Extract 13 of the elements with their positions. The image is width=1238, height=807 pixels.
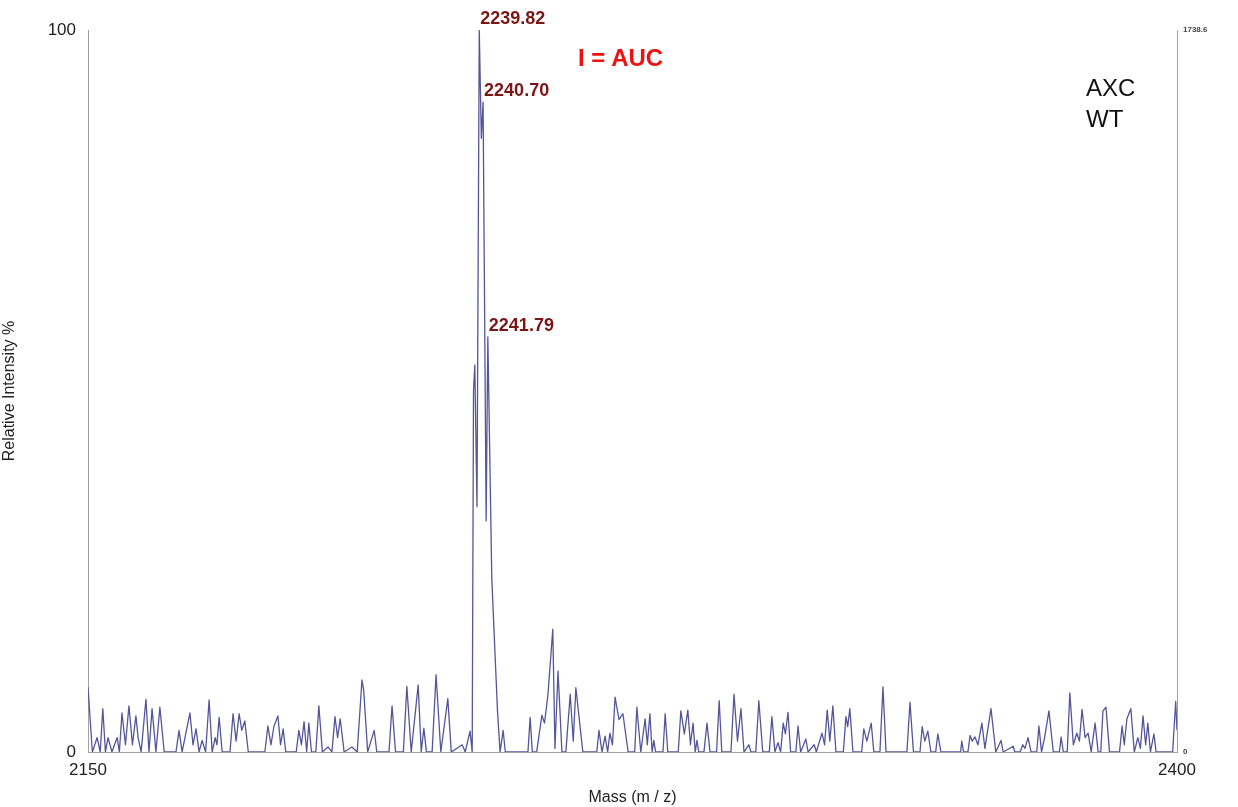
annotation: 2240.70	[484, 80, 550, 101]
annotation: 2241.79	[488, 314, 554, 335]
x-tick-label: 2400	[1158, 759, 1196, 779]
annotation: 2239.82	[480, 7, 546, 28]
annotation: WT	[1086, 105, 1124, 133]
x-axis-title: Mass (m / z)	[588, 787, 677, 805]
y2-tick-label: 0	[1183, 747, 1188, 757]
x-tick-label: 2150	[69, 759, 107, 779]
y-tick-label: 100	[47, 19, 76, 39]
y2-tick-label: 1738.6	[1183, 25, 1209, 35]
y-axis-title: Relative Intensity %	[0, 320, 18, 462]
annotation: I = AUC	[578, 44, 664, 72]
annotation: AXC	[1086, 74, 1136, 102]
